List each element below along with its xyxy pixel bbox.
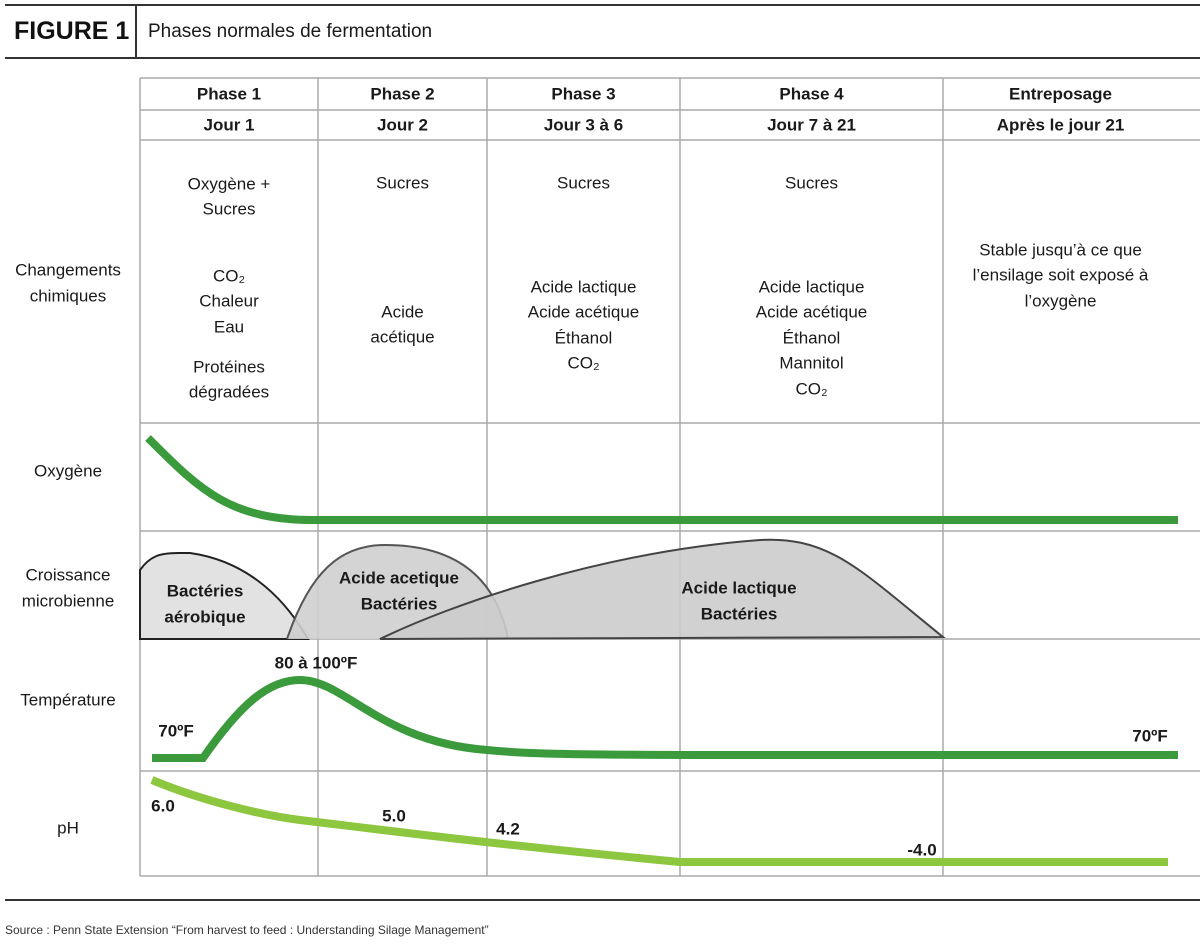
chemistry-text: dégradées xyxy=(188,382,270,402)
chemistry-text: acétique xyxy=(370,327,435,347)
microbe-label: Bactéries xyxy=(700,604,778,624)
phase-header: Phase 3 xyxy=(551,84,616,104)
microbe-label: aérobique xyxy=(164,607,246,627)
figure-label: FIGURE 1 xyxy=(14,17,130,45)
chemistry-text: CO₂ xyxy=(212,266,246,286)
chemistry-text: l’ensilage soit exposé à xyxy=(972,265,1149,285)
ph-curve xyxy=(150,776,1168,866)
microbe-label: Acide acetique xyxy=(339,568,459,588)
chemistry-text: Acide acétique xyxy=(527,302,640,322)
chemistry-text: Acide xyxy=(381,302,424,322)
microbe-label: Acide lactique xyxy=(681,578,797,598)
day-header: Jour 1 xyxy=(203,115,255,135)
row-label: pH xyxy=(57,818,79,838)
chemistry-text: CO₂ xyxy=(567,353,600,373)
chemistry-text: Oxygène + xyxy=(187,174,271,194)
phase-header: Phase 4 xyxy=(779,84,844,104)
row-label: microbienne xyxy=(21,591,115,611)
temperature-label: 70ºF xyxy=(1132,726,1168,746)
chemistry-text: Eau xyxy=(213,317,245,337)
microbe-label: Bactéries xyxy=(360,594,438,614)
ph-label: -4.0 xyxy=(907,840,937,860)
row-label: Changements xyxy=(15,260,121,280)
source: Source : Penn State Extension “From harv… xyxy=(5,923,489,937)
chemistry-text: Acide lactique xyxy=(530,277,637,297)
chemistry-text: Éthanol xyxy=(554,328,613,348)
chemistry-text: l’oxygène xyxy=(1024,291,1097,311)
day-header: Jour 3 à 6 xyxy=(543,115,624,135)
oxygen-curve xyxy=(145,435,1178,525)
day-header: Jour 2 xyxy=(376,115,429,135)
chemistry-text: Chaleur xyxy=(199,291,259,311)
microbe-label: Bactéries xyxy=(166,581,244,601)
day-header: Jour 7 à 21 xyxy=(767,115,856,135)
chemistry-text: Protéines xyxy=(193,357,265,377)
chemistry-text: Sucres xyxy=(202,199,256,219)
chemistry-text: Éthanol xyxy=(782,328,841,348)
row-label: Oxygène xyxy=(33,461,103,481)
figure-title: Phases normales de fermentation xyxy=(148,21,433,42)
chemistry-text: Sucres xyxy=(557,173,610,193)
row-label: Température xyxy=(20,690,116,710)
phase-header: Phase 1 xyxy=(196,84,262,104)
row-label: chimiques xyxy=(29,286,107,306)
phase-header: Entreposage xyxy=(1009,84,1112,104)
chemistry-text: Mannitol xyxy=(779,353,844,373)
chemistry-text: Stable jusqu’à ce que xyxy=(979,240,1142,260)
temperature-curve xyxy=(152,675,1179,762)
chemistry-text: Sucres xyxy=(376,173,429,193)
grid xyxy=(139,77,1200,877)
temperature-label: 70ºF xyxy=(158,721,194,741)
ph-label: 5.0 xyxy=(382,806,406,826)
phase-header: Phase 2 xyxy=(370,84,435,104)
day-header: Après le jour 21 xyxy=(996,115,1125,135)
ph-label: 6.0 xyxy=(151,796,175,816)
temperature-label: 80 à 100ºF xyxy=(274,653,358,673)
chemistry-text: CO₂ xyxy=(795,379,828,399)
lactic-area xyxy=(379,538,946,640)
chemistry-text: Acide lactique xyxy=(758,277,865,297)
chemistry-text: Acide acétique xyxy=(755,302,868,322)
row-label: Croissance xyxy=(25,565,111,585)
chemistry-text: Sucres xyxy=(785,173,838,193)
ph-label: 4.2 xyxy=(496,819,520,839)
